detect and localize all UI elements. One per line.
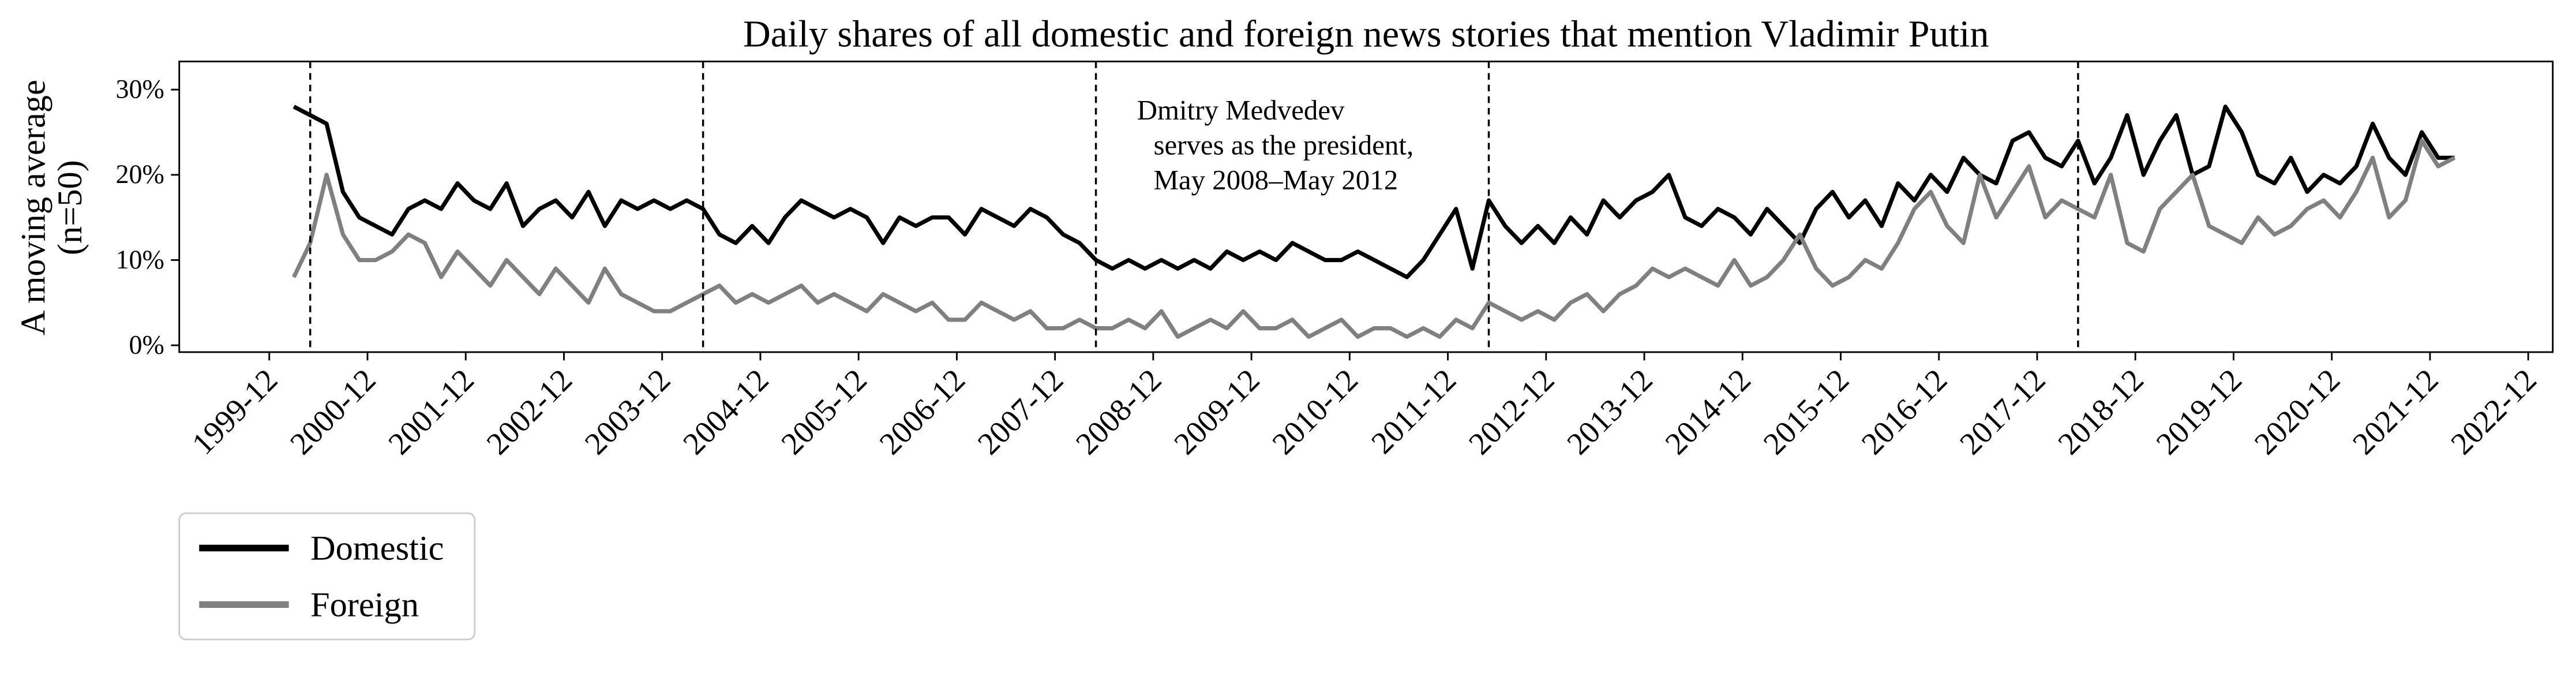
series-line bbox=[292, 139, 2456, 339]
x-tick-label: 2004-12 bbox=[676, 362, 775, 461]
y-tick-label: 0% bbox=[129, 330, 164, 360]
annotation: Dmitry Medvedev bbox=[1137, 94, 1345, 126]
y-axis-label: (n=50) bbox=[51, 160, 89, 255]
x-tick-label: 2009-12 bbox=[1167, 362, 1266, 461]
x-tick-label: 2021-12 bbox=[2346, 362, 2445, 461]
plot-frame bbox=[178, 61, 2554, 353]
x-tick-label: 2005-12 bbox=[774, 362, 873, 461]
x-tick-label: 2010-12 bbox=[1265, 362, 1364, 461]
legend-label: Foreign bbox=[310, 585, 419, 624]
annotation: serves as the president, bbox=[1153, 129, 1413, 161]
y-tick-label: 10% bbox=[115, 245, 164, 274]
x-tick-label: 2014-12 bbox=[1658, 362, 1757, 461]
x-tick-label: 2006-12 bbox=[872, 362, 972, 461]
x-tick-label: 2013-12 bbox=[1560, 362, 1659, 461]
x-tick-label: 2019-12 bbox=[2149, 362, 2248, 461]
x-tick-label: 2016-12 bbox=[1855, 362, 1954, 461]
x-tick-label: 2001-12 bbox=[381, 362, 481, 461]
x-tick-label: 2002-12 bbox=[479, 362, 579, 461]
x-tick-label: 2018-12 bbox=[2051, 362, 2150, 461]
legend-label: Domestic bbox=[310, 529, 444, 568]
x-tick-label: 2000-12 bbox=[283, 362, 383, 461]
x-tick-label: 2022-12 bbox=[2444, 362, 2543, 461]
x-tick-label: 2015-12 bbox=[1756, 362, 1855, 461]
annotation: May 2008–May 2012 bbox=[1153, 164, 1398, 196]
x-tick-label: 1999-12 bbox=[185, 362, 284, 461]
series-line bbox=[293, 104, 2455, 279]
y-tick-label: 20% bbox=[115, 159, 164, 189]
x-tick-label: 2020-12 bbox=[2247, 362, 2346, 461]
chart-title: Daily shares of all domestic and foreign… bbox=[743, 13, 1989, 55]
x-tick-label: 2011-12 bbox=[1364, 362, 1463, 461]
x-tick-label: 2012-12 bbox=[1462, 362, 1561, 461]
y-axis-label: A moving average bbox=[14, 80, 53, 335]
x-tick-label: 2008-12 bbox=[1069, 362, 1168, 461]
y-tick-label: 30% bbox=[115, 74, 164, 104]
x-tick-label: 2017-12 bbox=[1953, 362, 2052, 461]
x-tick-label: 2007-12 bbox=[970, 362, 1070, 461]
x-tick-label: 2003-12 bbox=[578, 362, 677, 461]
